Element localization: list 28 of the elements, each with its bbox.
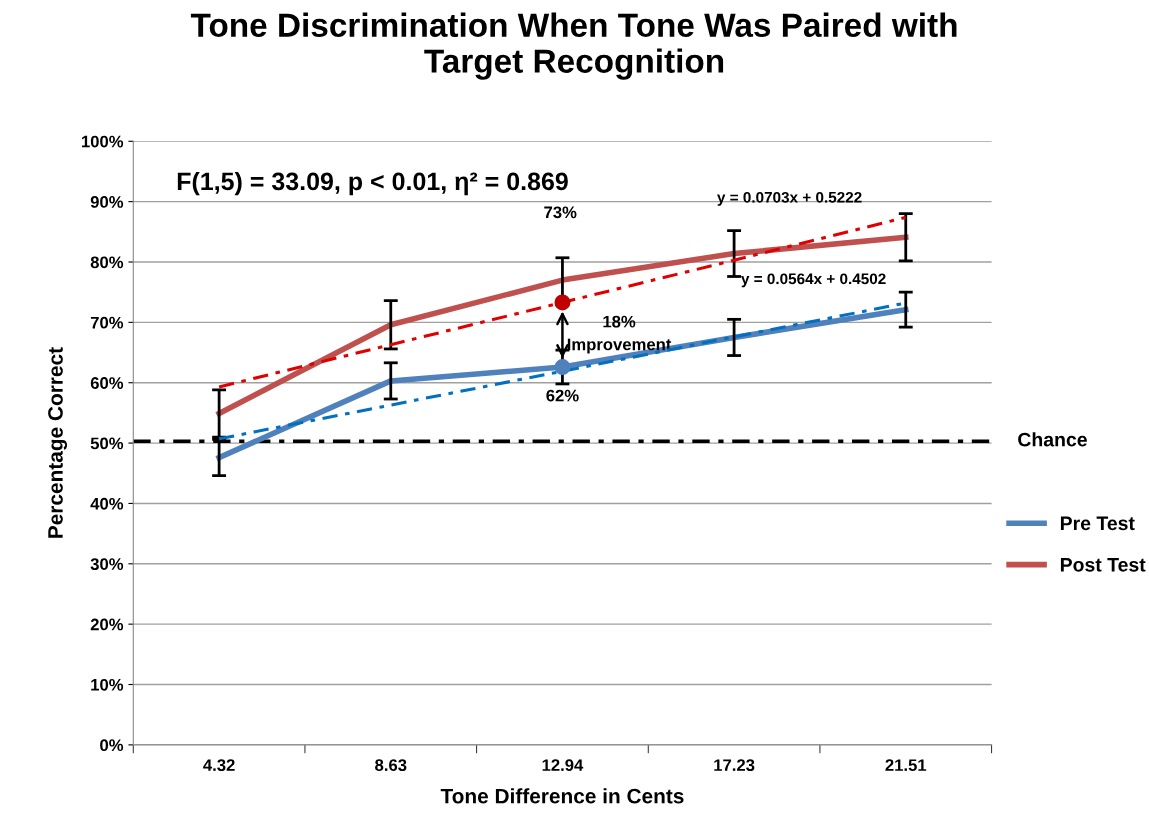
x-tick-label: 12.94 [542, 759, 584, 772]
annotation: 62% [546, 389, 579, 402]
x-tick-label: 4.32 [203, 759, 235, 772]
y-tick-label: 50% [90, 437, 124, 450]
annotation: F(1,5) = 33.09, p < 0.01, η² = 0.869 [177, 171, 568, 196]
x-tick-label: 8.63 [375, 759, 407, 772]
y-tick-label: 30% [90, 558, 124, 571]
y-tick-label: 100% [81, 135, 124, 148]
x-tick-label: 21.51 [885, 759, 927, 772]
y-tick-label: 80% [90, 256, 124, 269]
x-tick-label: 17.23 [714, 759, 755, 772]
y-tick-label: 60% [90, 377, 124, 389]
y-tick-label: 70% [90, 316, 124, 329]
ref-line-label: Chance [1018, 432, 1087, 447]
y-tick-label: 10% [91, 678, 124, 691]
annotation: y = 0.0703x + 0.5222 [717, 191, 862, 206]
legend-label: Post Test [1060, 558, 1146, 572]
y-tick-label: 0% [100, 739, 124, 752]
annotation: 73% [544, 206, 577, 219]
annotation: 18% Improvement [567, 315, 672, 354]
y-tick-label: 90% [90, 196, 124, 208]
chart-title: Tone Discrimination When Tone Was Paired with Target Recognition [190, 12, 957, 80]
y-axis-title: Percentage Correct [48, 347, 68, 538]
y-tick-label: 40% [90, 497, 124, 510]
y-tick-label: 20% [90, 618, 124, 631]
legend-label: Pre Test [1060, 516, 1135, 531]
x-axis-title: Tone Difference in Cents [440, 788, 684, 804]
annotation: y = 0.0564x + 0.4502 [741, 273, 886, 288]
